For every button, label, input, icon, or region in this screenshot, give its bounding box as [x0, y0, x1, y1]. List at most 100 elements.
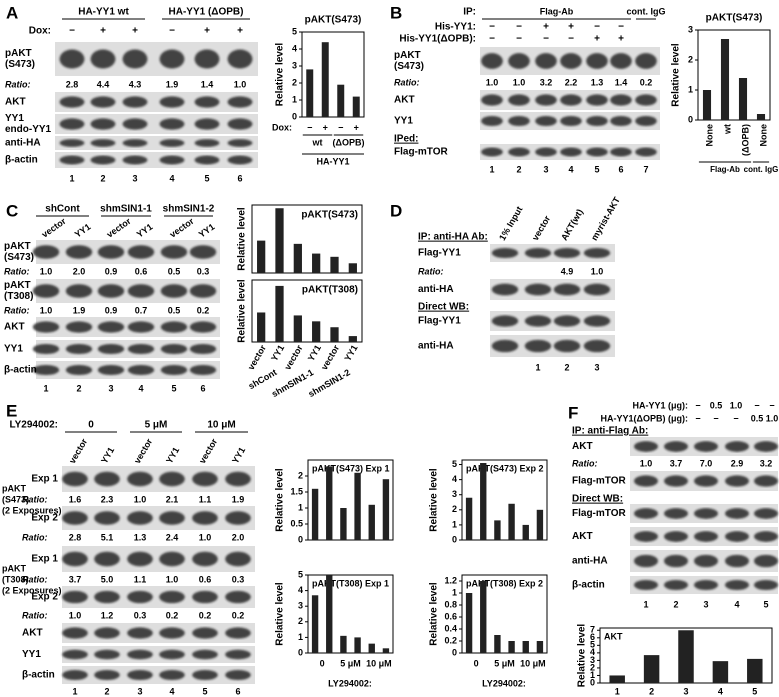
- blot-band: [535, 53, 557, 69]
- lane-number: 6: [235, 686, 240, 696]
- group-label: 0: [320, 658, 325, 668]
- blot-band: [127, 343, 155, 355]
- blot-label: pAKT: [4, 241, 31, 252]
- lane-number: 1: [643, 599, 648, 609]
- lane-number: 4: [568, 164, 573, 174]
- y-tick-label: 1: [452, 519, 457, 529]
- column-label: vector: [40, 216, 68, 240]
- x-tick-label: 4: [718, 686, 723, 696]
- blot-band: [192, 590, 218, 604]
- ratio-value: 2.8: [69, 532, 82, 542]
- bar: [321, 42, 329, 118]
- lane-number: 5: [594, 164, 599, 174]
- row-label: IP:: [463, 7, 476, 18]
- blot-band: [94, 649, 120, 660]
- blot-band: [62, 471, 88, 487]
- blot-band: [32, 284, 60, 298]
- y-tick-label: 0: [298, 647, 303, 657]
- bar: [382, 479, 390, 540]
- bar: [678, 630, 694, 683]
- group-label: 10 μM: [207, 420, 235, 431]
- blot-band: [491, 315, 519, 327]
- blot-label: YY1: [4, 344, 23, 355]
- ratio-value: 1.1: [199, 494, 212, 504]
- blot-band: [491, 339, 519, 353]
- blot-band: [481, 115, 503, 127]
- treatment-sign: +: [237, 26, 243, 37]
- ratio-value: 4.4: [97, 79, 110, 89]
- panel-letter: D: [390, 201, 402, 220]
- blot-band: [159, 669, 185, 681]
- blot-band: [227, 49, 253, 69]
- blot-band: [189, 321, 217, 333]
- ratio-value: 0.2: [197, 305, 210, 315]
- panel-letter: A: [6, 3, 18, 22]
- x-tick-label: 2: [649, 686, 654, 696]
- bar: [609, 675, 625, 683]
- y-tick-label: 0.5: [290, 518, 303, 528]
- x-tick-label: vector: [246, 343, 268, 372]
- blot-band: [553, 283, 581, 296]
- y-tick-label: 2: [452, 504, 457, 514]
- ratio-value: 1.9: [73, 305, 86, 315]
- chart-frame: [461, 574, 548, 654]
- blot-band: [160, 245, 188, 259]
- blot-band: [160, 284, 188, 298]
- blot-band: [192, 471, 218, 487]
- blot-band: [62, 511, 88, 525]
- blot-band: [127, 245, 155, 259]
- blot-label: β-actin: [572, 580, 605, 591]
- blot-band: [725, 554, 749, 568]
- y-tick-label: 3: [688, 24, 693, 34]
- blot-band: [586, 53, 608, 69]
- column-label: YY1: [164, 445, 181, 465]
- treatment-sign: +: [100, 26, 106, 37]
- y-tick-label: 1.2: [444, 575, 457, 585]
- lane-number: 1: [72, 686, 77, 696]
- bar: [480, 581, 487, 653]
- blot-band: [225, 627, 251, 639]
- ratio-value: 1.6: [69, 494, 82, 504]
- blot-band: [59, 49, 85, 69]
- column-label: YY1: [197, 222, 217, 240]
- blot-band: [586, 147, 608, 157]
- x-tick-label: (ΔOPB): [740, 124, 750, 156]
- treatment-sign: −: [618, 22, 624, 33]
- y-axis-label: Relative level: [275, 43, 286, 107]
- blot-label: endo-YY1: [5, 124, 52, 135]
- lane-number: 2: [673, 599, 678, 609]
- blot-band: [225, 471, 251, 487]
- lane-number: 3: [108, 383, 113, 393]
- ratio-value: 2.1: [166, 494, 179, 504]
- ratio-value: 4.9: [561, 266, 574, 276]
- treatment-sign: −: [594, 22, 600, 33]
- bar: [522, 641, 529, 653]
- row-label: Dox:: [29, 26, 51, 37]
- blot-band: [635, 115, 657, 127]
- blot-band: [553, 339, 581, 353]
- side-label: (S473): [2, 494, 29, 504]
- x-tick-label: None: [704, 124, 714, 147]
- ratio-value: 1.0: [640, 458, 653, 468]
- ratio-value: 1.4: [615, 77, 628, 87]
- blot-band: [94, 511, 120, 525]
- blot-band: [754, 554, 778, 568]
- bar: [337, 84, 345, 117]
- y-tick-label: 6: [590, 632, 595, 642]
- treatment-sign: +: [132, 26, 138, 37]
- blot-band: [159, 649, 185, 660]
- blot-band: [127, 649, 153, 660]
- ratio-value: 3.7: [670, 458, 683, 468]
- blot-band: [225, 669, 251, 681]
- ratio-value: 0.2: [166, 610, 179, 620]
- blot-band: [583, 283, 611, 296]
- ratio-value: 3.7: [69, 574, 82, 584]
- ratio-value: 0.5: [168, 305, 181, 315]
- chart-frame: [301, 31, 365, 118]
- chart-frame: [251, 204, 363, 274]
- blot-band: [694, 554, 718, 568]
- blot-strip: [55, 92, 258, 112]
- bar: [326, 466, 333, 540]
- row-label: His-YY1(ΔOPB):: [399, 34, 476, 45]
- x-tick-label: wt: [722, 124, 732, 135]
